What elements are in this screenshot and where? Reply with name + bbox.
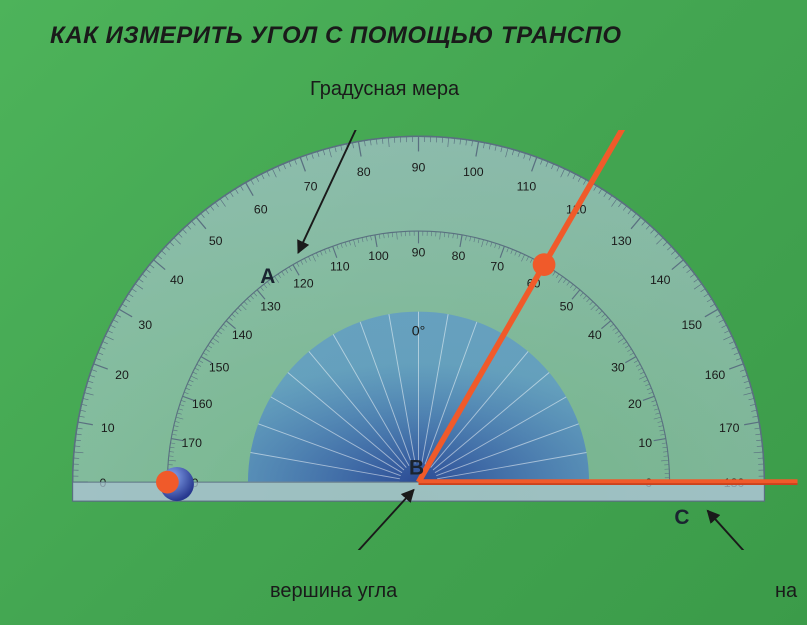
- arrow-right: [708, 511, 751, 550]
- svg-text:160: 160: [705, 368, 726, 382]
- center-zero-label: 0°: [412, 323, 426, 339]
- marker-a: [533, 253, 556, 276]
- protractor-diagram: 0102030405060708090100110120130140150160…: [30, 130, 807, 550]
- svg-text:130: 130: [611, 234, 632, 248]
- svg-text:70: 70: [490, 260, 504, 274]
- svg-text:10: 10: [638, 436, 652, 450]
- svg-text:110: 110: [517, 179, 537, 193]
- svg-text:150: 150: [681, 318, 702, 332]
- svg-text:30: 30: [138, 318, 152, 332]
- svg-text:100: 100: [368, 249, 389, 263]
- svg-text:140: 140: [650, 273, 671, 287]
- svg-text:30: 30: [611, 361, 625, 375]
- svg-text:90: 90: [412, 160, 426, 174]
- svg-text:150: 150: [209, 361, 230, 375]
- svg-text:100: 100: [463, 165, 484, 179]
- svg-text:50: 50: [209, 234, 223, 248]
- label-gradus-mera: Градусная мера: [310, 78, 459, 101]
- svg-text:120: 120: [293, 276, 314, 290]
- svg-text:20: 20: [115, 368, 129, 382]
- marker-c: [156, 471, 179, 494]
- svg-text:130: 130: [260, 299, 281, 313]
- svg-text:70: 70: [304, 179, 318, 193]
- svg-text:10: 10: [101, 421, 115, 435]
- svg-text:90: 90: [412, 246, 426, 260]
- page-title: КАК ИЗМЕРИТЬ УГОЛ С ПОМОЩЬЮ ТРАНСПО: [50, 22, 622, 50]
- svg-text:110: 110: [330, 260, 350, 274]
- svg-text:50: 50: [560, 299, 574, 313]
- svg-text:40: 40: [588, 328, 602, 342]
- point-label-b: В: [409, 457, 424, 480]
- svg-text:160: 160: [192, 397, 213, 411]
- svg-text:80: 80: [357, 165, 371, 179]
- svg-text:20: 20: [628, 397, 642, 411]
- svg-text:170: 170: [181, 436, 202, 450]
- svg-text:40: 40: [170, 273, 184, 287]
- svg-text:80: 80: [452, 249, 466, 263]
- svg-text:170: 170: [719, 421, 740, 435]
- label-right-cut: на: [775, 580, 797, 603]
- label-vertex: вершина угла: [270, 580, 397, 603]
- svg-text:60: 60: [254, 203, 268, 217]
- svg-text:140: 140: [232, 328, 253, 342]
- point-label-a: А: [260, 265, 275, 288]
- point-label-c: С: [674, 506, 689, 529]
